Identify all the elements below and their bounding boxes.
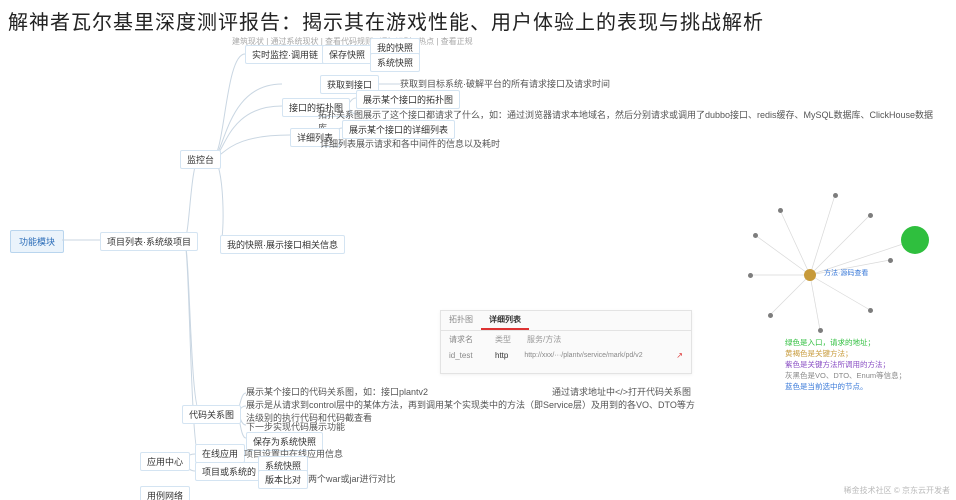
legend: 绿色是入口，请求的地址；黄褐色是关键方法；紫色是关键方法所调用的方法；灰黑色是V… xyxy=(785,338,906,392)
watermark: 稀金技术社区 © 京东云开发者 xyxy=(844,485,950,496)
net-node xyxy=(888,258,893,263)
legend-line: 黄褐色是关键方法； xyxy=(785,349,906,360)
node-save-snapshot[interactable]: 保存快照 xyxy=(322,45,372,64)
page-title: 解神者瓦尔基里深度测评报告：揭示其在游戏性能、用户体验上的表现与挑战解析 xyxy=(8,6,764,35)
net-node xyxy=(901,226,929,254)
cell-type: http xyxy=(495,351,508,360)
text-ver-compare: 两个war或jar进行对比 xyxy=(308,472,396,485)
legend-line: 紫色是关键方法所调用的方法； xyxy=(785,360,906,371)
text-code-rel-0: 展示某个接口的代码关系图，如：接口plantv2 xyxy=(246,385,428,398)
net-node xyxy=(753,233,758,238)
legend-line: 蓝色是当前选中的节点。 xyxy=(785,382,906,393)
net-node xyxy=(868,213,873,218)
net-node xyxy=(778,208,783,213)
text-get-interface-detail: 获取到目标系统·破解平台的所有请求接口及请求时间 xyxy=(400,77,610,90)
arrow-icon[interactable]: ↗ xyxy=(676,351,683,360)
mindmap-root[interactable]: 功能模块 xyxy=(10,230,64,253)
net-center-label: 方法·源码查看 xyxy=(824,268,868,278)
legend-line: 灰黑色是VO、DTO、Enum等信息； xyxy=(785,371,906,382)
text-code-rel-note: 通过请求地址中</>打开代码关系图 xyxy=(552,385,691,398)
node-monitor[interactable]: 监控台 xyxy=(180,150,221,169)
node-code-rel[interactable]: 代码关系图 xyxy=(182,405,241,424)
legend-line: 绿色是入口，请求的地址； xyxy=(785,338,906,349)
tab-topo[interactable]: 拓扑图 xyxy=(441,311,481,330)
node-my-snap-info[interactable]: 我的快照·展示接口相关信息 xyxy=(220,235,345,254)
net-node xyxy=(768,313,773,318)
hdr-svc: 服务/方法 xyxy=(527,334,561,345)
node-project-sys[interactable]: 项目或系统的 xyxy=(195,462,263,481)
net-node xyxy=(748,273,753,278)
net-node xyxy=(833,193,838,198)
node-sys-snapshot[interactable]: 系统快照 xyxy=(370,53,420,72)
node-app-center[interactable]: 应用中心 xyxy=(140,452,190,471)
node-monitor-realtime[interactable]: 实时监控·调用链 xyxy=(245,45,325,64)
network-graph: 方法·源码查看 xyxy=(720,180,940,340)
node-online-app[interactable]: 在线应用 xyxy=(195,444,245,463)
hdr-type: 类型 xyxy=(495,334,511,345)
node-project-list[interactable]: 项目列表·系统级项目 xyxy=(100,232,198,251)
node-ver-compare[interactable]: 版本比对 xyxy=(258,470,308,489)
node-use-case[interactable]: 用例网络 xyxy=(140,486,190,500)
tab-detail[interactable]: 详细列表 xyxy=(481,311,529,330)
text-detail-list: 详细列表展示请求和各中间件的信息以及耗时 xyxy=(320,137,500,150)
net-node xyxy=(804,269,816,281)
net-node xyxy=(818,328,823,333)
net-node xyxy=(868,308,873,313)
cell-name: id_test xyxy=(449,351,479,360)
node-topo-show[interactable]: 展示某个接口的拓扑图 xyxy=(356,90,460,109)
detail-panel: 拓扑图 详细列表 请求名 类型 服务/方法 id_test http http:… xyxy=(440,310,692,374)
cell-svc: http://xxx/···/plantv/service/mark/pd/v2 xyxy=(524,352,642,359)
hdr-name: 请求名 xyxy=(449,334,479,345)
